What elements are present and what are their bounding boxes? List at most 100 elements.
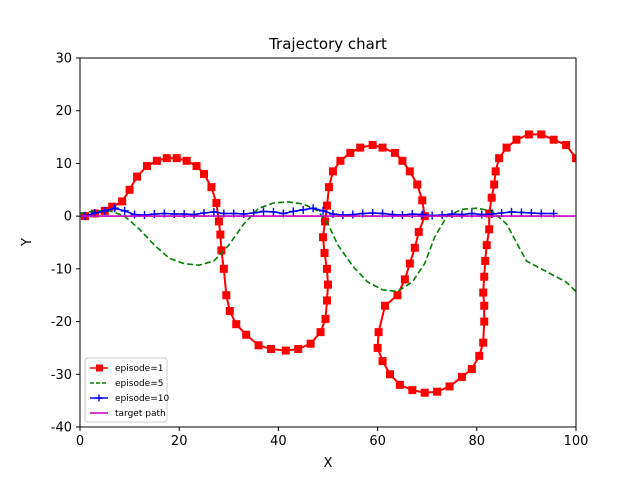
y-axis: -40 -30 -20 -10 0 10 20 30 (51, 52, 80, 436)
legend-label: episode=1 (115, 364, 163, 374)
x-axis: 0 20 40 60 80 100 (76, 427, 589, 449)
y-tick-label: -40 (51, 421, 72, 436)
data-point-marker (485, 225, 494, 234)
data-point-marker (373, 343, 382, 352)
legend: episode=1 episode=5 episode=10 target path (84, 357, 169, 423)
data-point-marker (572, 154, 576, 163)
data-point-marker (438, 211, 447, 220)
data-point-marker (398, 211, 407, 220)
data-point-marker (457, 372, 466, 381)
data-point-marker (480, 301, 489, 310)
data-point-marker (491, 167, 500, 176)
data-point-marker (381, 301, 390, 310)
data-point-marker (212, 198, 221, 207)
data-point-marker (390, 148, 399, 157)
data-point-marker (207, 183, 216, 192)
data-point-marker (192, 162, 201, 171)
data-point-marker (100, 206, 109, 215)
data-point-marker (222, 291, 231, 300)
data-point-marker (306, 339, 315, 348)
y-tick-label: -30 (51, 368, 72, 383)
x-axis-title: X (324, 456, 333, 471)
data-point-marker (152, 156, 161, 165)
data-point-marker (321, 314, 330, 323)
data-point-marker (294, 344, 303, 353)
x-tick-label: 100 (564, 434, 589, 449)
data-point-marker (219, 264, 228, 273)
legend-item: target path (90, 409, 166, 419)
data-point-marker (495, 154, 504, 163)
chart-title: Trajectory chart (268, 35, 387, 53)
data-point-marker (388, 210, 397, 219)
data-point-marker (316, 328, 325, 337)
data-point-marker (477, 210, 486, 219)
data-point-marker (320, 249, 329, 258)
plot-frame (79, 57, 577, 428)
data-point-marker (348, 210, 357, 219)
y-tick-label: 30 (55, 52, 72, 67)
data-point-marker (209, 207, 218, 216)
data-point-marker (356, 143, 365, 152)
data-point-marker (405, 259, 414, 268)
data-point-marker (433, 387, 442, 396)
data-point-marker (254, 341, 263, 350)
data-point-marker (537, 130, 546, 139)
data-point-marker (517, 208, 526, 217)
data-point-marker (482, 241, 491, 250)
y-tick-label: -10 (51, 262, 72, 277)
data-point-marker (125, 185, 134, 194)
data-point-marker (410, 243, 419, 252)
data-point-marker (130, 210, 139, 219)
data-point-marker (328, 167, 337, 176)
data-point-marker (413, 180, 422, 189)
data-point-marker (324, 183, 333, 192)
series-episode-1 (80, 130, 576, 397)
series-line (80, 201, 576, 293)
data-point-marker (281, 346, 290, 355)
data-point-marker (259, 207, 268, 216)
y-axis-title: Y (20, 238, 35, 247)
data-point-marker (414, 227, 423, 236)
data-point-marker (108, 202, 117, 211)
data-point-marker (323, 201, 332, 210)
data-point-marker (346, 148, 355, 157)
legend-item: episode=10 (90, 394, 169, 404)
data-point-marker (408, 386, 417, 395)
data-point-marker (378, 357, 387, 366)
data-point-marker (395, 380, 404, 389)
data-point-marker (386, 370, 394, 379)
data-point-marker (420, 388, 429, 397)
data-point-marker (502, 143, 511, 152)
legend-marker (96, 364, 103, 372)
data-point-marker (110, 204, 119, 213)
data-point-marker (216, 230, 225, 239)
data-point-marker (120, 206, 129, 215)
data-point-marker (512, 135, 521, 144)
data-point-marker (405, 167, 414, 176)
series-episode-5 (80, 201, 576, 293)
data-point-marker (393, 291, 402, 300)
data-point-marker (217, 246, 226, 255)
data-point-marker (338, 211, 347, 220)
data-point-marker (319, 233, 328, 242)
data-point-marker (269, 207, 278, 216)
data-point-marker (118, 197, 127, 206)
data-point-marker (309, 204, 318, 213)
data-point-marker (562, 140, 571, 149)
legend-label: episode=5 (115, 379, 163, 389)
data-point-marker (172, 154, 181, 163)
data-point-marker (479, 288, 488, 297)
y-tick-label: 0 (64, 210, 72, 225)
data-point-marker (323, 296, 332, 305)
legend-item: episode=5 (90, 379, 163, 389)
data-point-marker (214, 217, 223, 226)
data-point-marker (319, 206, 328, 215)
data-point-marker (225, 307, 234, 316)
data-point-marker (549, 135, 558, 144)
data-point-marker (475, 351, 484, 360)
data-point-marker (457, 210, 466, 219)
legend-item: episode=1 (90, 364, 163, 374)
data-point-marker (481, 256, 490, 265)
data-point-marker (479, 338, 488, 347)
data-point-marker (142, 162, 151, 171)
